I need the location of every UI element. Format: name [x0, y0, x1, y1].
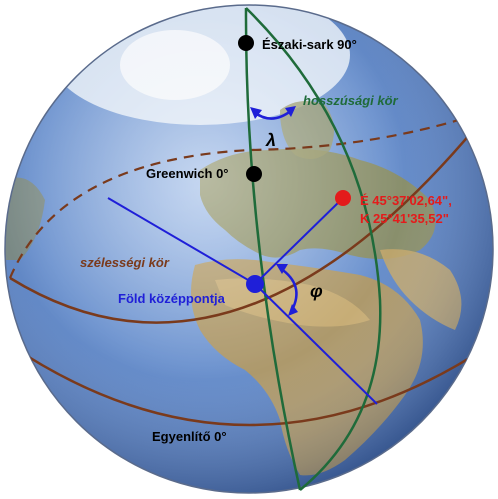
coord-line2-label: K 25°41'35,52": [360, 211, 449, 226]
equator-line: [9, 343, 491, 427]
center-projection-line: [254, 283, 378, 405]
vectors: [107, 106, 378, 405]
meridian-line-greenwich: [244, 7, 302, 491]
phi-label: φ: [310, 281, 323, 301]
center-to-greenwich-vector: [107, 197, 256, 285]
globe: [4, 4, 494, 494]
north-pole-point: [238, 35, 254, 51]
latitude-circle-front: [9, 109, 491, 324]
center-to-point-vector: [254, 197, 344, 285]
phi-arrow-top: [276, 264, 288, 274]
phi-arrow-bottom: [288, 304, 298, 316]
greenwich-label: Greenwich 0°: [146, 166, 229, 181]
latitude-circle-back: [8, 108, 491, 279]
earth-center-point: [246, 275, 264, 293]
labels: Északi-sark 90° hosszúsági kör λ Greenwi…: [80, 37, 452, 444]
meridian-line-point: [245, 7, 382, 491]
greenwich-point: [246, 166, 262, 182]
earth-center-label: Föld középpontja: [118, 291, 226, 306]
globe-outline: [4, 4, 494, 494]
parallel-label: szélességi kör: [80, 255, 170, 270]
north-pole-label: Északi-sark 90°: [262, 37, 357, 52]
lambda-label: λ: [265, 130, 276, 150]
globe-shading: [5, 5, 493, 493]
parallels: [8, 108, 491, 427]
lambda-arrow-left: [250, 107, 262, 119]
lambda-arrow-right: [285, 106, 296, 117]
meridian: [244, 7, 382, 491]
equator-label: Egyenlítő 0°: [152, 429, 227, 444]
meridian-label: hosszúsági kör: [303, 93, 399, 108]
coord-line1-label: É 45°37'02,64",: [360, 193, 452, 208]
points: [238, 35, 351, 293]
location-point: [335, 190, 351, 206]
